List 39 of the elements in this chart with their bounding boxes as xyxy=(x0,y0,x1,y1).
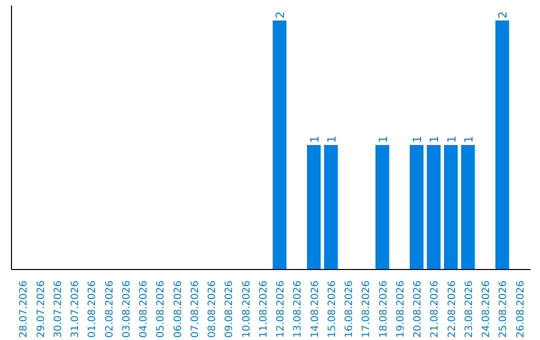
x-tick-label: 11.08.2026 xyxy=(258,280,270,338)
x-tick-label: 08.08.2026 xyxy=(207,280,218,338)
x-tick-label: 13.08.2026 xyxy=(292,280,304,338)
x-tick-label: 10.08.2026 xyxy=(241,280,252,338)
data-label: 1 xyxy=(307,136,322,143)
x-tick-label: 06.08.2026 xyxy=(172,280,184,338)
data-label: 2 xyxy=(273,11,288,18)
x-tick-label: 19.08.2026 xyxy=(395,280,406,338)
x-tick-label: 05.08.2026 xyxy=(156,280,167,338)
x-tick-label: 01.08.2026 xyxy=(87,280,98,338)
x-tick-label: 21.08.2026 xyxy=(430,280,441,338)
x-tick-label: 14.08.2026 xyxy=(310,280,321,338)
x-tick-label: 03.08.2026 xyxy=(121,280,132,338)
x-tick-label: 18.08.2026 xyxy=(378,280,390,338)
x-tick-label: 25.08.2026 xyxy=(498,280,510,338)
x-tick-label: 24.08.2026 xyxy=(481,280,492,338)
data-label: 1 xyxy=(427,136,442,143)
x-tick-label: 30.07.2026 xyxy=(52,280,64,338)
x-tick-label: 20.08.2026 xyxy=(412,280,424,338)
data-label: 1 xyxy=(461,136,476,143)
data-label: 1 xyxy=(410,136,424,143)
data-label: 1 xyxy=(376,136,390,143)
x-tick-label: 04.08.2026 xyxy=(138,280,150,338)
x-tick-label: 22.08.2026 xyxy=(446,280,458,338)
x-tick-label: 09.08.2026 xyxy=(224,280,236,338)
x-tick-label: 29.07.2026 xyxy=(36,280,47,338)
x-tick-label: 16.08.2026 xyxy=(344,280,356,338)
x-tick-label: 12.08.2026 xyxy=(276,280,287,338)
x-tick-label: 31.07.2026 xyxy=(70,280,82,338)
x-tick-label: 17.08.2026 xyxy=(361,280,372,338)
x-tick-label: 23.08.2026 xyxy=(464,280,475,338)
data-label: 1 xyxy=(324,136,338,143)
x-tick-label: 26.08.2026 xyxy=(515,280,526,338)
x-tick-label: 07.08.2026 xyxy=(190,280,201,338)
x-tick-label: 15.08.2026 xyxy=(326,280,338,338)
x-tick-label: 28.07.2026 xyxy=(18,280,30,338)
data-label: 1 xyxy=(444,136,458,143)
x-tick-label: 02.08.2026 xyxy=(104,280,116,338)
data-label: 2 xyxy=(496,11,510,18)
